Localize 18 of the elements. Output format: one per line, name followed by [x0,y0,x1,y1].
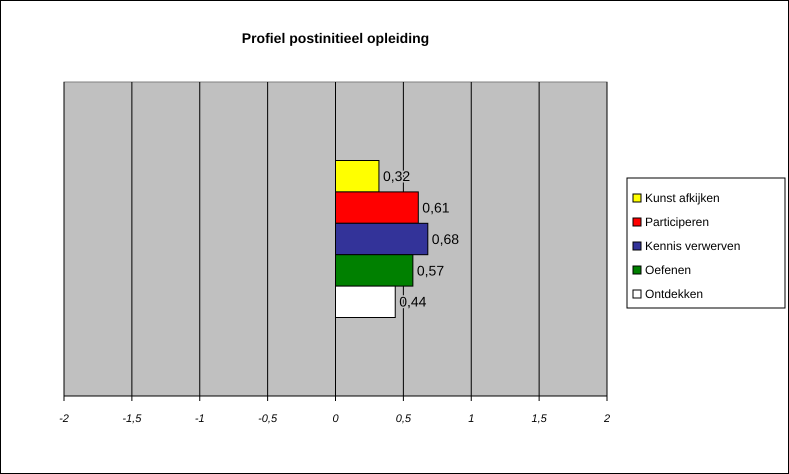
x-tick-label: 1 [468,413,474,425]
chart-title: Profiel postinitieel opleiding [242,30,430,46]
x-tick-label: -1,5 [122,413,142,425]
data-label: 0,68 [432,230,460,247]
x-tick-label: 2 [602,413,610,425]
legend-label: Oefenen [645,263,692,278]
x-tick-label: -2 [59,413,69,425]
legend-label: Kunst afkijken [645,191,720,206]
legend-label: Ontdekken [645,287,704,302]
x-tick-label: -1 [194,413,205,425]
x-tick-label: 1,5 [531,413,548,425]
x-tick-label: 0 [332,413,340,425]
x-tick-label: 0,5 [396,413,412,425]
data-label: 0,61 [422,200,450,216]
legend-label: Participeren [645,215,710,230]
data-label: 0,57 [416,262,444,278]
x-tick-label: -0,5 [258,413,278,425]
legend-label: Kennis verwerven [645,239,740,254]
